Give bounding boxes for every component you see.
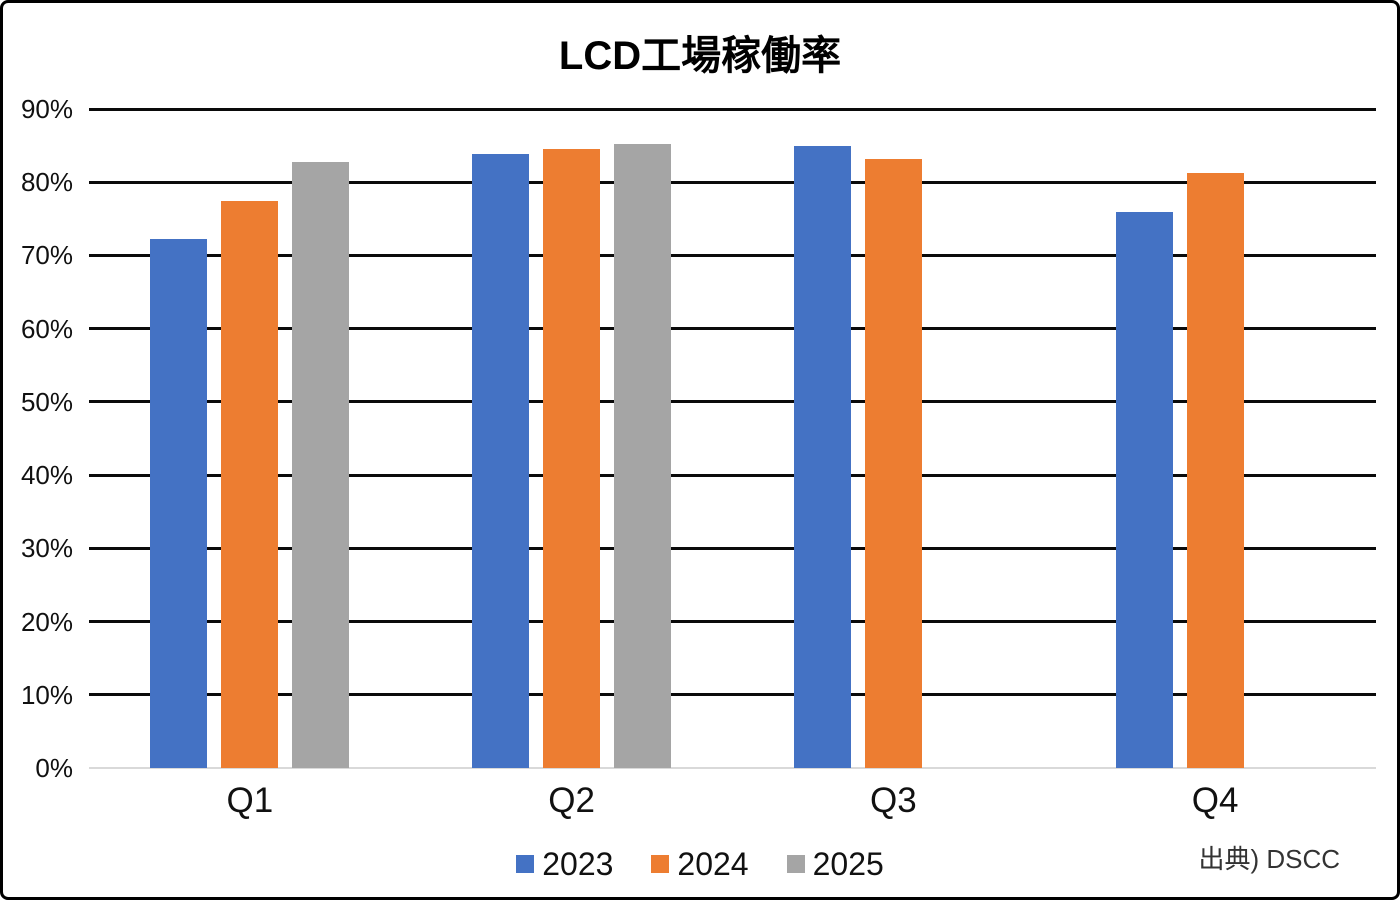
legend-item-2023: 2023 [516,846,613,883]
y-axis-label-50: 50% [20,386,73,417]
y-axis-label-10: 10% [20,679,73,710]
legend-item-2024: 2024 [651,845,749,883]
x-axis-label-q4: Q4 [1191,781,1239,820]
bar-2025-q1 [292,161,350,768]
bar-group-q1 [89,109,411,768]
bar-2025-q2 [614,144,672,768]
y-axis-label-60: 60% [20,313,73,344]
x-axis-label-q3: Q3 [870,781,917,820]
gridline-80 [89,180,1376,184]
legend-item-2025: 2025 [786,845,884,883]
bar-groups [89,109,1376,768]
chart-title: LCD工場稼働率 [558,34,842,78]
bar-2024-q4 [1186,173,1244,768]
source-note: 出典) DSCC [1198,844,1340,874]
legend-label-2025: 2025 [812,845,884,882]
y-axis-label-80: 80% [20,167,73,198]
bar-group-q4 [1054,109,1376,768]
y-axis-label-70: 70% [20,240,73,271]
bar-2023-q4 [1115,211,1173,768]
legend-swatch-2024 [651,855,670,873]
y-axis-label-0: 0% [35,753,73,783]
x-axis-label-q2: Q2 [548,781,595,820]
gridline-50 [89,400,1376,404]
bar-2023-q3 [793,146,851,768]
legend-swatch-2025 [786,855,805,873]
x-axis-label-q1: Q1 [226,781,274,820]
y-axis-label-20: 20% [20,606,73,637]
bar-group-q2 [411,109,733,768]
y-axis-label-30: 30% [20,533,73,564]
bar-group-q3 [733,109,1055,768]
gridline-60 [89,327,1376,331]
gridline-70 [89,253,1376,257]
bar-2024-q3 [864,158,922,768]
legend-label-2024: 2024 [677,845,749,882]
bar-2023-q2 [472,154,530,768]
gridline-40 [89,473,1376,477]
gridline-10 [89,693,1376,697]
bar-2024-q1 [221,200,279,768]
bar-2023-q1 [150,239,208,768]
legend: 2023 2024 2025 [3,846,1397,882]
bar-2024-q2 [543,149,601,768]
gridline-90 [89,107,1376,111]
gridline-20 [89,620,1376,624]
plot-area [89,107,1376,769]
legend-swatch-2023 [516,855,535,873]
y-axis-label-90: 90% [20,94,73,124]
legend-label-2023: 2023 [542,845,614,882]
x-axis-baseline [89,767,1376,769]
gridline-30 [89,546,1376,550]
y-axis-label-40: 40% [20,460,73,491]
